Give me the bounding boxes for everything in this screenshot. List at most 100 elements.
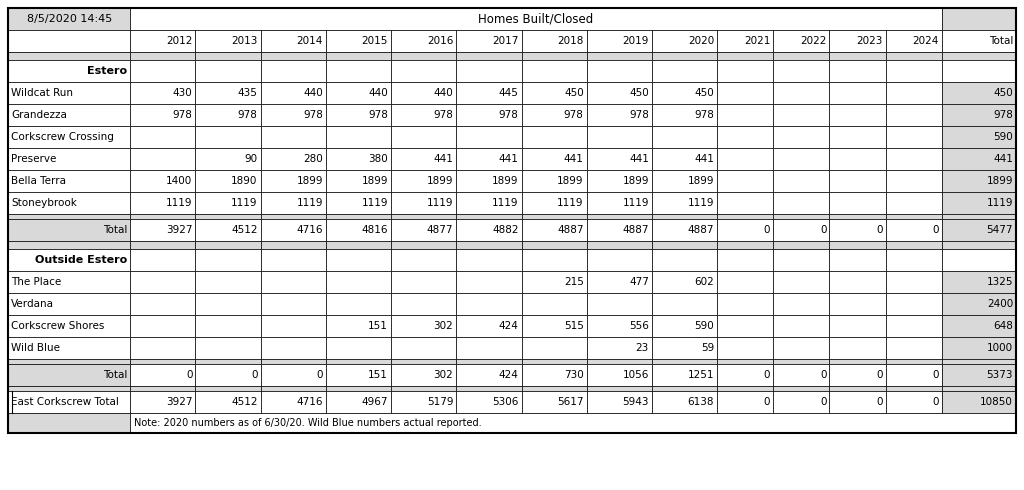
Text: 1119: 1119 (361, 198, 388, 208)
Text: 1899: 1899 (557, 176, 584, 186)
Text: 0: 0 (820, 370, 826, 380)
Bar (587, 104, 652, 126)
Bar (829, 337, 886, 359)
Bar (130, 364, 196, 386)
Bar (717, 386, 773, 391)
Bar (261, 364, 326, 386)
Bar (652, 192, 717, 214)
Bar (457, 315, 521, 337)
Text: 730: 730 (564, 370, 584, 380)
Bar (457, 104, 521, 126)
Bar (773, 315, 829, 337)
Text: 1899: 1899 (427, 176, 454, 186)
Bar (8, 391, 130, 413)
Text: Total: Total (102, 225, 127, 235)
Bar (130, 104, 196, 126)
Text: 1899: 1899 (688, 176, 714, 186)
Text: 4716: 4716 (296, 225, 323, 235)
Bar (587, 170, 652, 192)
Bar (886, 315, 942, 337)
Bar (717, 391, 773, 413)
Bar (196, 249, 261, 271)
Bar (326, 364, 391, 386)
Text: 978: 978 (238, 110, 258, 120)
Text: 4887: 4887 (557, 225, 584, 235)
Bar (196, 315, 261, 337)
Text: 5373: 5373 (986, 370, 1013, 380)
Bar (391, 315, 457, 337)
Text: 441: 441 (499, 154, 518, 164)
Text: 978: 978 (303, 110, 323, 120)
Bar (8, 104, 130, 126)
Bar (773, 359, 829, 364)
Text: 602: 602 (694, 277, 714, 287)
Text: 0: 0 (820, 397, 826, 407)
Bar (886, 271, 942, 293)
Text: 1119: 1119 (296, 198, 323, 208)
Text: 0: 0 (932, 397, 939, 407)
Bar (196, 391, 261, 413)
Bar (196, 126, 261, 148)
Text: 2023: 2023 (856, 36, 883, 46)
Bar (457, 30, 521, 52)
Bar (326, 315, 391, 337)
Bar (886, 391, 942, 413)
Bar (8, 170, 130, 192)
Bar (652, 241, 717, 249)
Bar (829, 30, 886, 52)
Bar (521, 170, 587, 192)
Text: 1119: 1119 (492, 198, 518, 208)
Bar (8, 148, 130, 170)
Text: 8/5/2020 14:45: 8/5/2020 14:45 (27, 14, 112, 24)
Text: 430: 430 (173, 88, 193, 98)
Bar (942, 359, 1016, 364)
Bar (521, 219, 587, 241)
Bar (261, 386, 326, 391)
Bar (8, 241, 130, 249)
Bar (326, 52, 391, 60)
Bar (886, 148, 942, 170)
Bar (886, 386, 942, 391)
Bar (587, 391, 652, 413)
Bar (717, 60, 773, 82)
Text: 280: 280 (303, 154, 323, 164)
Bar (457, 192, 521, 214)
Bar (652, 359, 717, 364)
Bar (391, 359, 457, 364)
Text: 4877: 4877 (427, 225, 454, 235)
Bar (521, 391, 587, 413)
Text: 435: 435 (238, 88, 258, 98)
Bar (130, 126, 196, 148)
Bar (652, 271, 717, 293)
Text: 302: 302 (433, 321, 454, 331)
Bar (717, 293, 773, 315)
Bar (130, 170, 196, 192)
Text: Homes Built/Closed: Homes Built/Closed (478, 13, 594, 25)
Text: Preserve: Preserve (11, 154, 56, 164)
Bar (391, 52, 457, 60)
Text: Outside Estero: Outside Estero (35, 255, 127, 265)
Text: 0: 0 (820, 225, 826, 235)
Bar (326, 192, 391, 214)
Bar (130, 52, 196, 60)
Bar (942, 241, 1016, 249)
Bar (130, 391, 196, 413)
Bar (773, 104, 829, 126)
Bar (829, 386, 886, 391)
Text: Wild Blue: Wild Blue (11, 343, 60, 353)
Bar (717, 249, 773, 271)
Bar (942, 148, 1016, 170)
Text: 1325: 1325 (986, 277, 1013, 287)
Bar (829, 126, 886, 148)
Text: East Corkscrew Total: East Corkscrew Total (11, 397, 119, 407)
Text: 1899: 1899 (623, 176, 649, 186)
Bar (391, 170, 457, 192)
Text: 450: 450 (694, 88, 714, 98)
Text: 450: 450 (564, 88, 584, 98)
Bar (717, 214, 773, 219)
Bar (886, 214, 942, 219)
Text: 515: 515 (564, 321, 584, 331)
Text: 302: 302 (433, 370, 454, 380)
Text: The Place: The Place (11, 277, 61, 287)
Bar (326, 249, 391, 271)
